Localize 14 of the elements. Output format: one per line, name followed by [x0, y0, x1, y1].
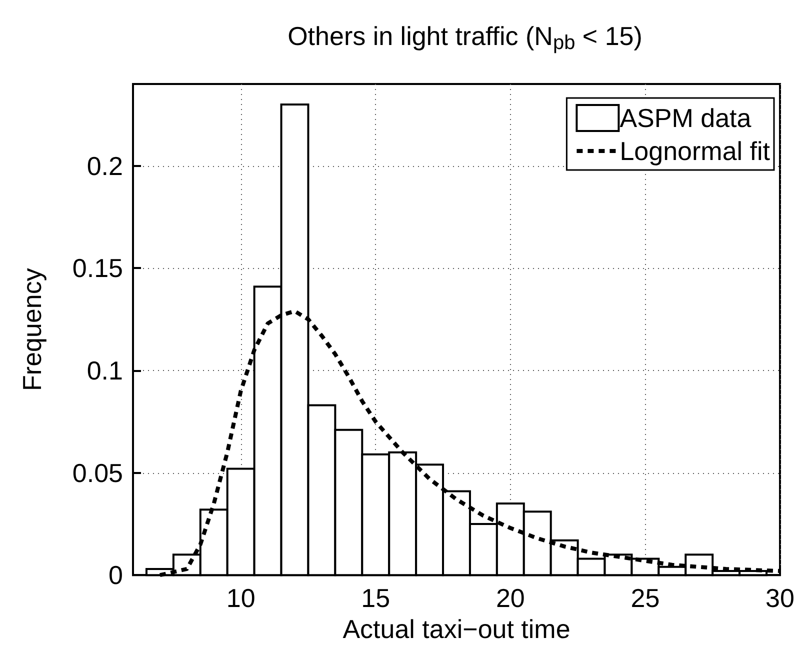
legend-label: ASPM data [620, 103, 752, 133]
y-tick-label: 0 [108, 560, 123, 590]
legend-label: Lognormal fit [620, 136, 771, 166]
y-axis-title: Frequency [17, 268, 47, 391]
x-tick-label: 30 [766, 583, 794, 614]
y-tick-label: 0.15 [72, 253, 123, 284]
y-tick-label: 0.2 [86, 150, 123, 181]
x-tick-label: 10 [226, 583, 256, 614]
x-tick-label: 25 [630, 583, 660, 614]
y-tick-label: 0.05 [72, 458, 123, 488]
x-axis-title: Actual taxi−out time [342, 614, 570, 644]
x-tick-label: 20 [496, 583, 525, 614]
y-tick-label: 0.1 [86, 355, 123, 386]
x-tick-label: 15 [361, 583, 390, 614]
